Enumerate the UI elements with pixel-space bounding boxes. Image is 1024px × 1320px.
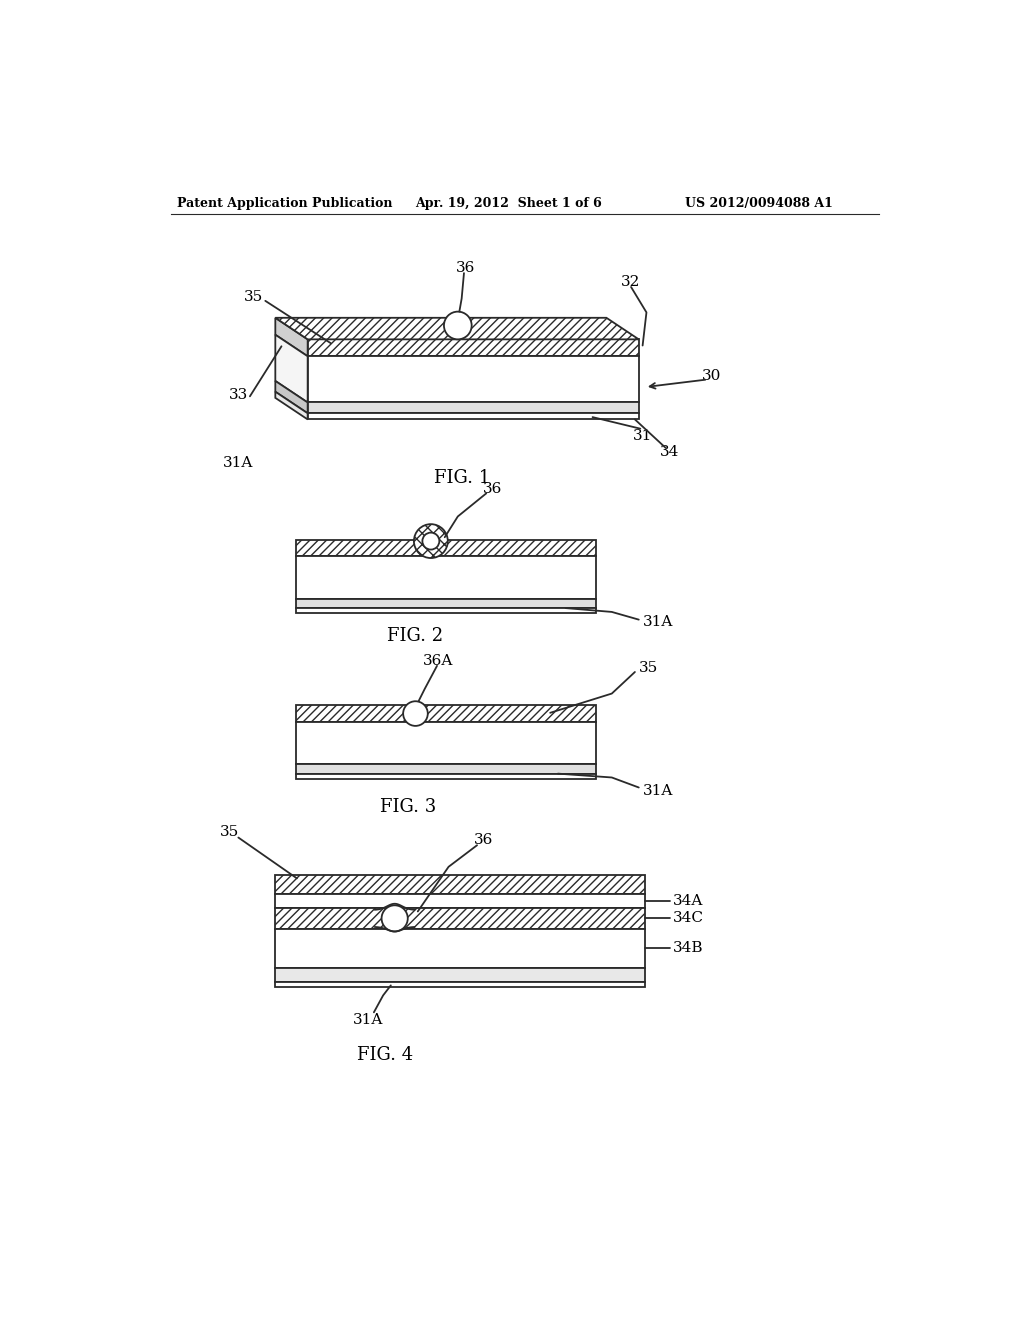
- Text: 35: 35: [639, 661, 658, 675]
- Circle shape: [444, 312, 472, 339]
- Circle shape: [422, 532, 439, 549]
- Polygon shape: [275, 318, 307, 356]
- Text: 32: 32: [622, 275, 641, 289]
- Text: 34B: 34B: [673, 941, 703, 956]
- Bar: [296, 609, 596, 614]
- Text: 31A: 31A: [643, 784, 673, 797]
- Bar: [296, 774, 596, 779]
- Bar: [296, 557, 596, 599]
- Bar: [296, 705, 596, 722]
- Bar: [275, 908, 645, 929]
- Text: 35: 35: [219, 825, 239, 840]
- Bar: [275, 894, 645, 908]
- Polygon shape: [275, 381, 307, 413]
- Text: 34C: 34C: [673, 911, 703, 925]
- Text: 36: 36: [482, 482, 502, 496]
- Text: 36A: 36A: [423, 655, 454, 668]
- Text: 34: 34: [659, 445, 679, 459]
- Bar: [275, 968, 645, 982]
- Text: 31A: 31A: [643, 615, 673, 628]
- Circle shape: [414, 524, 447, 558]
- Polygon shape: [275, 392, 307, 420]
- Bar: [275, 874, 645, 894]
- Text: Patent Application Publication: Patent Application Publication: [177, 197, 392, 210]
- Polygon shape: [275, 318, 639, 339]
- Circle shape: [382, 906, 408, 932]
- Text: Apr. 19, 2012  Sheet 1 of 6: Apr. 19, 2012 Sheet 1 of 6: [416, 197, 602, 210]
- Text: 31A: 31A: [223, 457, 254, 470]
- Text: 31: 31: [633, 429, 652, 444]
- Bar: [296, 599, 596, 609]
- Text: FIG. 2: FIG. 2: [387, 627, 443, 644]
- Text: US 2012/0094088 A1: US 2012/0094088 A1: [685, 197, 833, 210]
- Circle shape: [403, 701, 428, 726]
- Text: 34A: 34A: [673, 894, 703, 908]
- Text: 31A: 31A: [352, 1012, 383, 1027]
- Bar: [307, 413, 639, 420]
- Bar: [296, 540, 596, 557]
- Bar: [307, 339, 639, 356]
- Text: FIG. 4: FIG. 4: [356, 1047, 413, 1064]
- Text: 35: 35: [244, 290, 263, 304]
- Text: FIG. 3: FIG. 3: [380, 797, 436, 816]
- Bar: [275, 929, 645, 968]
- Bar: [307, 403, 639, 413]
- Bar: [275, 982, 645, 987]
- Text: 36: 36: [456, 261, 475, 275]
- Text: FIG. 1: FIG. 1: [433, 469, 489, 487]
- Bar: [307, 356, 639, 403]
- Text: 33: 33: [228, 388, 248, 401]
- Text: 30: 30: [702, 368, 722, 383]
- Bar: [296, 722, 596, 764]
- Polygon shape: [275, 335, 307, 403]
- Text: 36: 36: [473, 833, 493, 847]
- Bar: [296, 764, 596, 774]
